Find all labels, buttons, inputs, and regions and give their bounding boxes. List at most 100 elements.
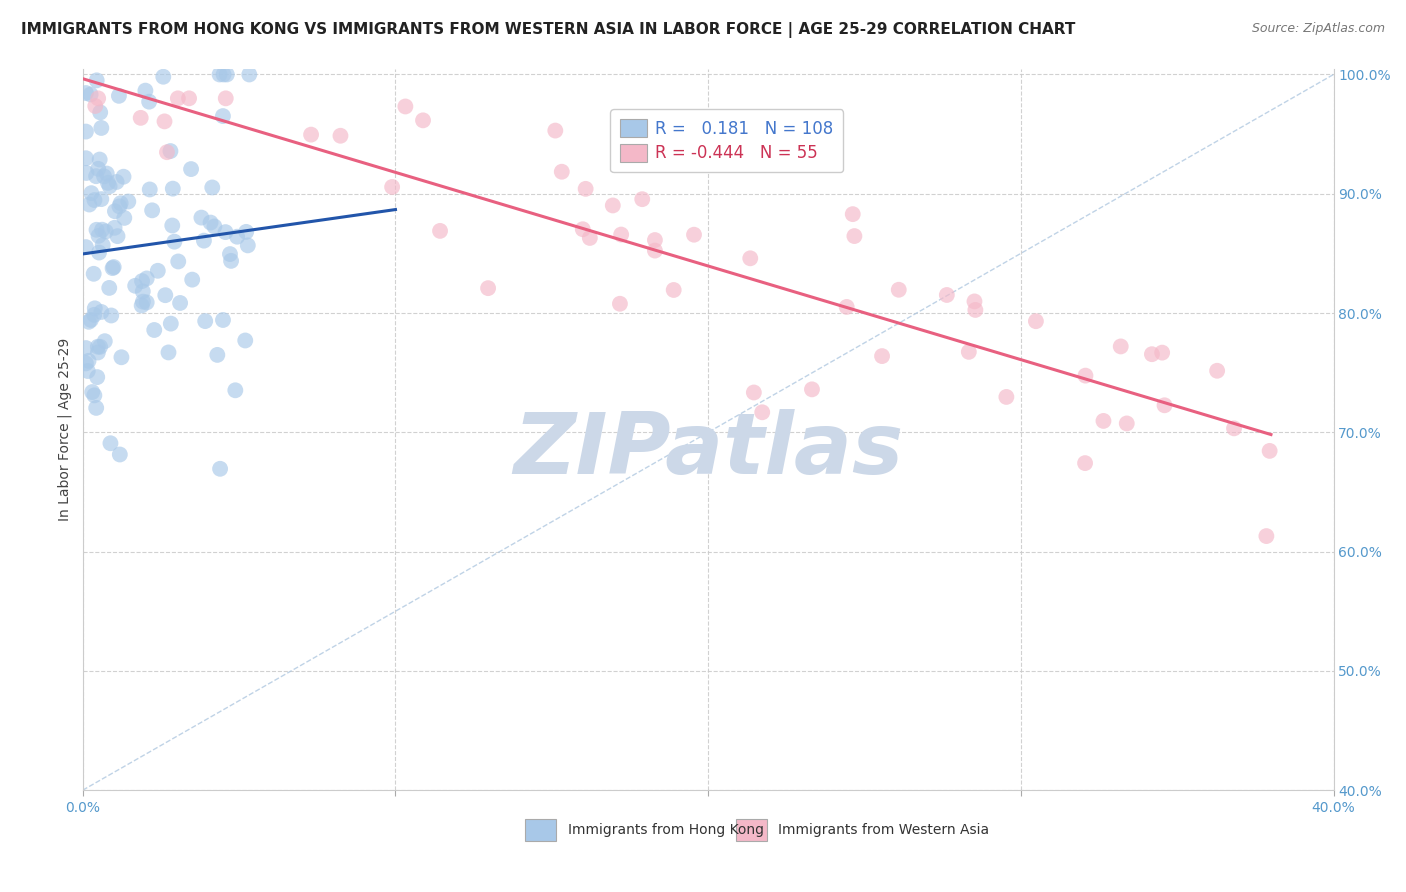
Point xyxy=(83,308,105,322)
Point xyxy=(84,99,107,113)
Text: Source: ZipAtlas.com: Source: ZipAtlas.com xyxy=(1251,22,1385,36)
Point xyxy=(200,216,222,230)
Point xyxy=(107,229,129,244)
Point xyxy=(90,192,112,206)
Point xyxy=(1153,398,1175,412)
Point xyxy=(159,144,181,158)
Point xyxy=(135,271,157,285)
Point xyxy=(89,105,111,120)
Point xyxy=(870,349,893,363)
Point xyxy=(212,313,235,327)
Point xyxy=(157,345,180,359)
Text: ZIPatlas: ZIPatlas xyxy=(513,409,903,492)
Point xyxy=(215,91,238,105)
Point xyxy=(844,229,866,244)
Point xyxy=(1092,414,1115,428)
Point xyxy=(108,88,131,103)
Point xyxy=(77,315,100,329)
Point xyxy=(79,197,101,211)
Point xyxy=(105,175,128,189)
Point xyxy=(112,169,135,184)
Point xyxy=(579,231,602,245)
Point xyxy=(575,182,598,196)
Point xyxy=(80,186,103,201)
Point xyxy=(94,225,117,239)
Point xyxy=(201,180,224,194)
Point xyxy=(180,162,202,177)
Point xyxy=(742,385,765,400)
Point xyxy=(233,334,256,348)
Point xyxy=(208,68,231,82)
Point xyxy=(131,298,153,312)
Point xyxy=(1074,368,1097,383)
Point xyxy=(477,281,499,295)
Point xyxy=(202,219,225,234)
Point xyxy=(209,462,232,476)
Point xyxy=(963,294,986,309)
Point xyxy=(801,382,824,396)
Point xyxy=(162,219,184,233)
Point xyxy=(1223,421,1246,435)
Point xyxy=(329,128,352,143)
Point xyxy=(159,317,181,331)
Point xyxy=(235,225,257,239)
Point xyxy=(835,300,858,314)
Point xyxy=(76,364,98,378)
Point xyxy=(87,245,110,260)
Point xyxy=(394,99,416,113)
Point xyxy=(86,370,108,384)
Point xyxy=(631,192,654,206)
Point xyxy=(155,288,177,302)
Point xyxy=(87,91,110,105)
Point xyxy=(90,120,112,135)
Point xyxy=(104,204,127,219)
Legend: R =   0.181   N = 108, R = -0.444   N = 55: R = 0.181 N = 108, R = -0.444 N = 55 xyxy=(610,110,844,172)
Point xyxy=(100,436,122,450)
Point xyxy=(751,405,773,419)
Text: Immigrants from Western Asia: Immigrants from Western Asia xyxy=(779,823,990,838)
Point xyxy=(163,235,186,249)
Point xyxy=(207,348,229,362)
Point xyxy=(79,87,101,102)
Point xyxy=(129,111,152,125)
Point xyxy=(551,165,574,179)
Point xyxy=(75,341,97,355)
Point xyxy=(141,203,163,218)
Text: IMMIGRANTS FROM HONG KONG VS IMMIGRANTS FROM WESTERN ASIA IN LABOR FORCE | AGE 2: IMMIGRANTS FROM HONG KONG VS IMMIGRANTS … xyxy=(21,22,1076,38)
Point xyxy=(75,240,97,254)
Point xyxy=(1115,417,1137,431)
Point xyxy=(135,295,157,310)
Point xyxy=(87,161,110,176)
Point xyxy=(124,278,146,293)
Point xyxy=(86,223,108,237)
Point xyxy=(965,302,987,317)
Point xyxy=(87,228,110,243)
Point xyxy=(138,95,160,109)
Point xyxy=(644,233,666,247)
Point xyxy=(212,68,235,82)
Point xyxy=(167,254,190,268)
Point xyxy=(83,267,105,281)
Point xyxy=(412,113,434,128)
Point xyxy=(226,229,249,244)
Point xyxy=(77,354,100,368)
Point xyxy=(112,211,135,225)
Point xyxy=(86,73,108,87)
Point xyxy=(214,225,236,239)
Point xyxy=(89,340,111,354)
Point xyxy=(299,128,322,142)
Point xyxy=(91,223,114,237)
Point xyxy=(1025,314,1047,328)
Point xyxy=(152,70,174,84)
Point xyxy=(108,448,131,462)
Point xyxy=(162,181,184,195)
Point xyxy=(1206,364,1229,378)
Point xyxy=(132,285,155,299)
Point xyxy=(90,305,112,319)
Point xyxy=(98,179,121,194)
Point xyxy=(219,247,242,261)
Point xyxy=(93,169,115,184)
Point xyxy=(89,153,111,167)
Point xyxy=(103,260,125,274)
Point xyxy=(609,297,631,311)
